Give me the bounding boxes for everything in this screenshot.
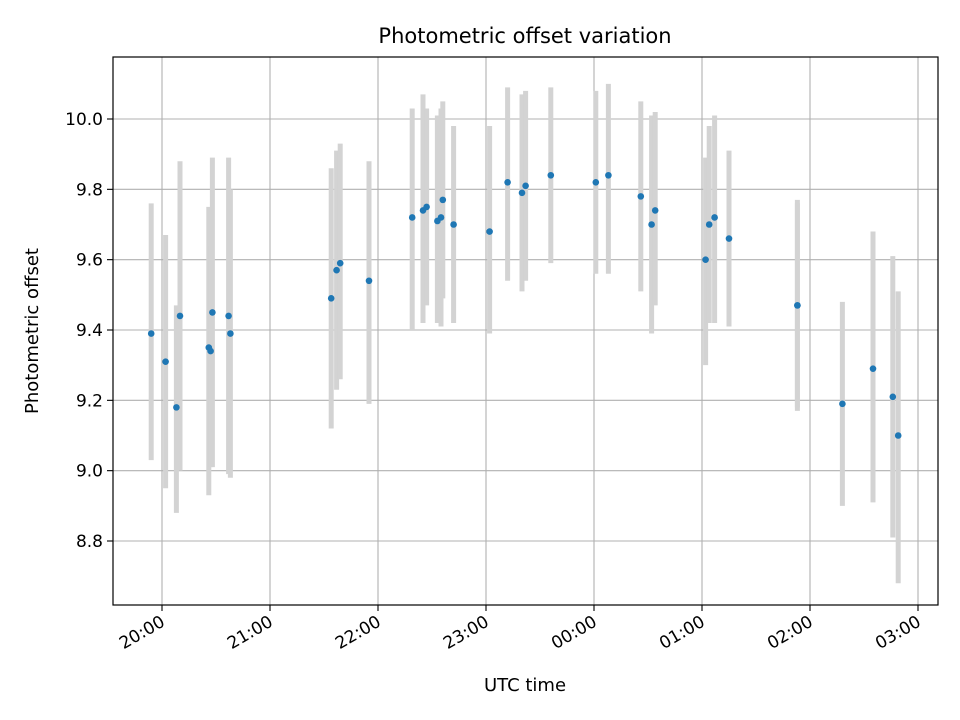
data-point [711,214,718,221]
data-point [725,235,733,242]
data-point [437,214,445,221]
data-point [839,400,846,408]
data-point [518,189,526,197]
data-point [439,196,447,204]
data-point [173,404,180,411]
y-tick-label: 9.2 [76,391,103,411]
data-point [162,358,169,365]
data-point [227,330,234,337]
data-point [592,179,600,186]
data-point [450,221,457,228]
data-point [889,393,897,401]
y-axis: 8.8 9.0 9.2 9.4 9.6 9.8 10.0 [65,110,113,552]
data-point [605,171,612,179]
data-point [336,259,344,267]
y-axis-title: Photometric offset [22,248,43,414]
y-tick-label: 9.0 [76,462,103,482]
data-point [207,347,214,355]
data-point [702,256,709,263]
data-point [365,277,373,285]
data-point [225,312,232,320]
data-point [522,182,529,190]
data-point [547,171,555,179]
data-points [147,171,902,439]
y-tick-label: 9.6 [76,251,103,271]
data-point [869,365,877,372]
data-point [209,309,216,316]
data-point [486,228,493,235]
data-point [637,193,645,200]
chart-title: Photometric offset variation [378,24,671,48]
y-tick-label: 9.8 [76,180,103,200]
data-point [894,432,902,439]
data-point [327,295,335,302]
plot-frame [112,56,939,606]
data-point [794,302,801,309]
data-point [648,221,655,228]
data-point [147,330,155,337]
y-tick-label: 8.8 [76,532,103,552]
x-axis-title: UTC time [484,675,566,696]
data-point [333,266,340,274]
data-point [651,207,659,214]
data-point [705,221,713,228]
data-point [408,214,416,221]
y-tick-label: 9.4 [76,321,103,341]
data-point [176,312,184,320]
data-point [423,203,430,211]
data-point [504,179,511,186]
y-tick-label: 10.0 [65,110,103,130]
